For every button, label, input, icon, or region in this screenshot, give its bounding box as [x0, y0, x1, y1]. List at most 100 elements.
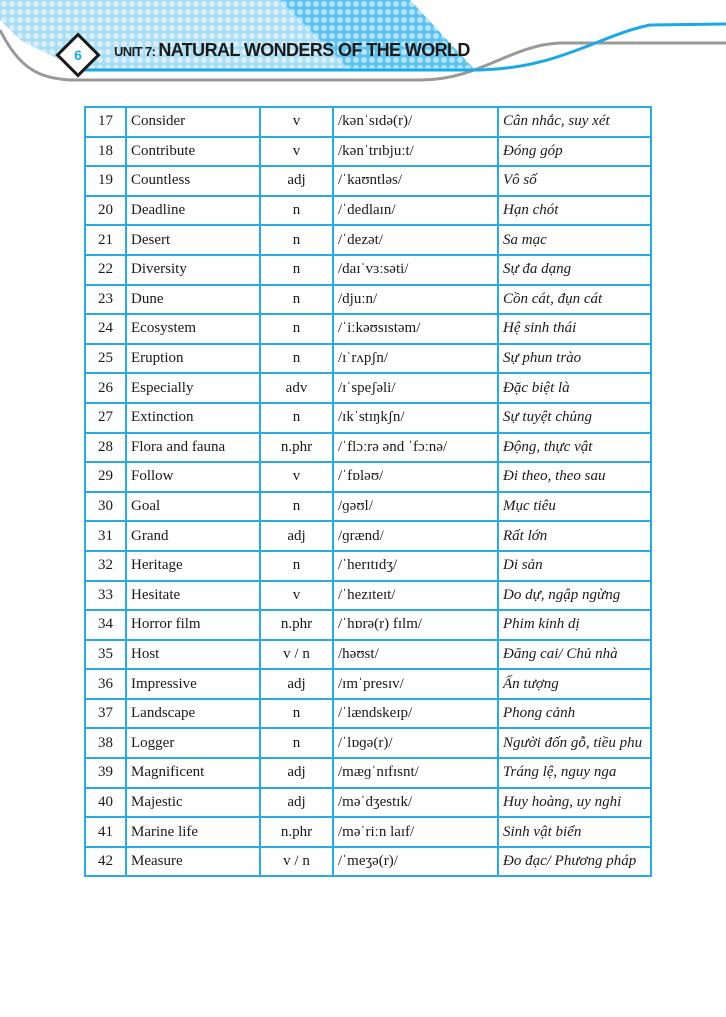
word-cell: Eruption: [125, 342, 261, 375]
meaning-cell: Đặc biệt là: [497, 372, 652, 404]
word-cell: Flora and fauna: [125, 431, 261, 464]
part-of-speech-cell: n: [259, 253, 334, 286]
word-cell: Majestic: [125, 786, 261, 819]
table-row: 37 Landscape n/ˈlændskeɪp/Phong cảnh: [84, 697, 652, 730]
phonetic-cell: /ɡrænd/: [332, 520, 499, 552]
phonetic-cell: /ˈlændskeɪp/: [332, 697, 499, 730]
vocabulary-table: 17 Consider v/kənˈsɪdə(r)/Cân nhắc, suy xé…: [84, 106, 652, 878]
meaning-cell: Đóng góp: [497, 135, 652, 168]
meaning-cell: Mục tiêu: [497, 490, 652, 523]
phonetic-cell: /ˈhɒrə(r) fɪlm/: [332, 609, 499, 641]
part-of-speech-cell: n: [259, 490, 334, 523]
phonetic-cell: /daɪˈvɜːsəti/: [332, 253, 499, 286]
phonetic-cell: /ˈdezət/: [332, 224, 499, 256]
meaning-cell: Tráng lệ, nguy nga: [497, 757, 652, 789]
table-row: 23 Dune n/djuːn/Cồn cát, đụn cát: [84, 283, 652, 316]
table-row: 32 Heritage n/ˈherɪtɪdʒ/Di sản: [84, 549, 652, 582]
word-cell: Especially: [125, 372, 261, 404]
phonetic-cell: /ˈmeʒə(r)/: [332, 845, 499, 878]
table-row: 21 Desert n/ˈdezət/Sa mạc: [84, 224, 652, 256]
table-row: 19 Countless adj/ˈkaʊntləs/Vô số: [84, 165, 652, 197]
table-row: 22 Diversity n/daɪˈvɜːsəti/Sự đa dạng: [84, 253, 652, 286]
part-of-speech-cell: v: [259, 135, 334, 168]
part-of-speech-cell: v / n: [259, 638, 334, 671]
phonetic-cell: /ˈiːkəʊsɪstəm/: [332, 313, 499, 345]
meaning-cell: Phong cảnh: [497, 697, 652, 730]
part-of-speech-cell: n: [259, 194, 334, 227]
phonetic-cell: /kənˈtrɪbjuːt/: [332, 135, 499, 168]
word-cell: Grand: [125, 520, 261, 552]
part-of-speech-cell: n: [259, 224, 334, 256]
table-row: 31 Grand adj/ɡrænd/Rất lớn: [84, 520, 652, 552]
part-of-speech-cell: n: [259, 549, 334, 582]
word-cell: Marine life: [125, 816, 261, 848]
part-of-speech-cell: n.phr: [259, 609, 334, 641]
meaning-cell: Sự tuyệt chủng: [497, 401, 652, 434]
table-row: 26 Especially adv/ɪˈspeʃəli/Đặc biệt là: [84, 372, 652, 404]
row-number-cell: 40: [84, 786, 127, 819]
word-cell: Impressive: [125, 668, 261, 700]
meaning-cell: Rất lớn: [497, 520, 652, 552]
meaning-cell: Hạn chót: [497, 194, 652, 227]
unit-title: UNIT 7: NATURAL WONDERS OF THE WORLD: [114, 40, 470, 61]
row-number-cell: 21: [84, 224, 127, 256]
meaning-cell: Ấn tượng: [497, 668, 652, 700]
word-cell: Heritage: [125, 549, 261, 582]
meaning-cell: Huy hoàng, uy nghi: [497, 786, 652, 819]
phonetic-cell: /ˈherɪtɪdʒ/: [332, 549, 499, 582]
phonetic-cell: /ˈhezɪteɪt/: [332, 579, 499, 612]
row-number-cell: 31: [84, 520, 127, 552]
table-row: 40 Majestic adj/məˈdʒestɪk/Huy hoàng, uy n…: [84, 786, 652, 819]
table-row: 28 Flora and fauna n.phr/ˈflɔːrə ənd ˈfɔːn…: [84, 431, 652, 464]
row-number-cell: 22: [84, 253, 127, 286]
meaning-cell: Vô số: [497, 165, 652, 197]
table-row: 33 Hesitate v/ˈhezɪteɪt/Do dự, ngập ngừng: [84, 579, 652, 612]
unit-name: NATURAL WONDERS OF THE WORLD: [158, 40, 470, 60]
row-number-cell: 36: [84, 668, 127, 700]
header-decoration: [0, 0, 726, 82]
phonetic-cell: /məˈriːn laɪf/: [332, 816, 499, 848]
row-number-cell: 38: [84, 727, 127, 760]
word-cell: Extinction: [125, 401, 261, 434]
meaning-cell: Đo đạc/ Phương pháp: [497, 845, 652, 878]
part-of-speech-cell: v: [259, 461, 334, 493]
word-cell: Goal: [125, 490, 261, 523]
part-of-speech-cell: v: [259, 579, 334, 612]
row-number-cell: 26: [84, 372, 127, 404]
phonetic-cell: /ɡəʊl/: [332, 490, 499, 523]
word-cell: Contribute: [125, 135, 261, 168]
meaning-cell: Sự phun trào: [497, 342, 652, 375]
part-of-speech-cell: n.phr: [259, 431, 334, 464]
page-number: 6: [74, 47, 82, 63]
phonetic-cell: /ɪmˈpresɪv/: [332, 668, 499, 700]
table-row: 27 Extinction n/ɪkˈstɪŋkʃn/Sự tuyệt chủng: [84, 401, 652, 434]
table-row: 29 Follow v/ˈfɒləʊ/Đi theo, theo sau: [84, 461, 652, 493]
meaning-cell: Phim kinh dị: [497, 609, 652, 641]
phonetic-cell: /ˈlɒɡə(r)/: [332, 727, 499, 760]
phonetic-cell: /mæɡˈnɪfɪsnt/: [332, 757, 499, 789]
unit-label: UNIT 7:: [114, 44, 159, 59]
part-of-speech-cell: adj: [259, 786, 334, 819]
word-cell: Magnificent: [125, 757, 261, 789]
word-cell: Desert: [125, 224, 261, 256]
part-of-speech-cell: n.phr: [259, 816, 334, 848]
word-cell: Hesitate: [125, 579, 261, 612]
row-number-cell: 25: [84, 342, 127, 375]
part-of-speech-cell: adj: [259, 668, 334, 700]
part-of-speech-cell: n: [259, 727, 334, 760]
table-row: 39 Magnificent adj/mæɡˈnɪfɪsnt/Tráng lệ, n…: [84, 757, 652, 789]
meaning-cell: Cồn cát, đụn cát: [497, 283, 652, 316]
part-of-speech-cell: adj: [259, 165, 334, 197]
meaning-cell: Di sản: [497, 549, 652, 582]
word-cell: Consider: [125, 106, 261, 138]
phonetic-cell: /məˈdʒestɪk/: [332, 786, 499, 819]
phonetic-cell: /ɪkˈstɪŋkʃn/: [332, 401, 499, 434]
row-number-cell: 18: [84, 135, 127, 168]
row-number-cell: 37: [84, 697, 127, 730]
row-number-cell: 41: [84, 816, 127, 848]
phonetic-cell: /ɪˈrʌpʃn/: [332, 342, 499, 375]
meaning-cell: Sa mạc: [497, 224, 652, 256]
page-header: 6 UNIT 7: NATURAL WONDERS OF THE WORLD: [0, 0, 726, 95]
phonetic-cell: /ˈflɔːrə ənd ˈfɔːnə/: [332, 431, 499, 464]
part-of-speech-cell: n: [259, 313, 334, 345]
